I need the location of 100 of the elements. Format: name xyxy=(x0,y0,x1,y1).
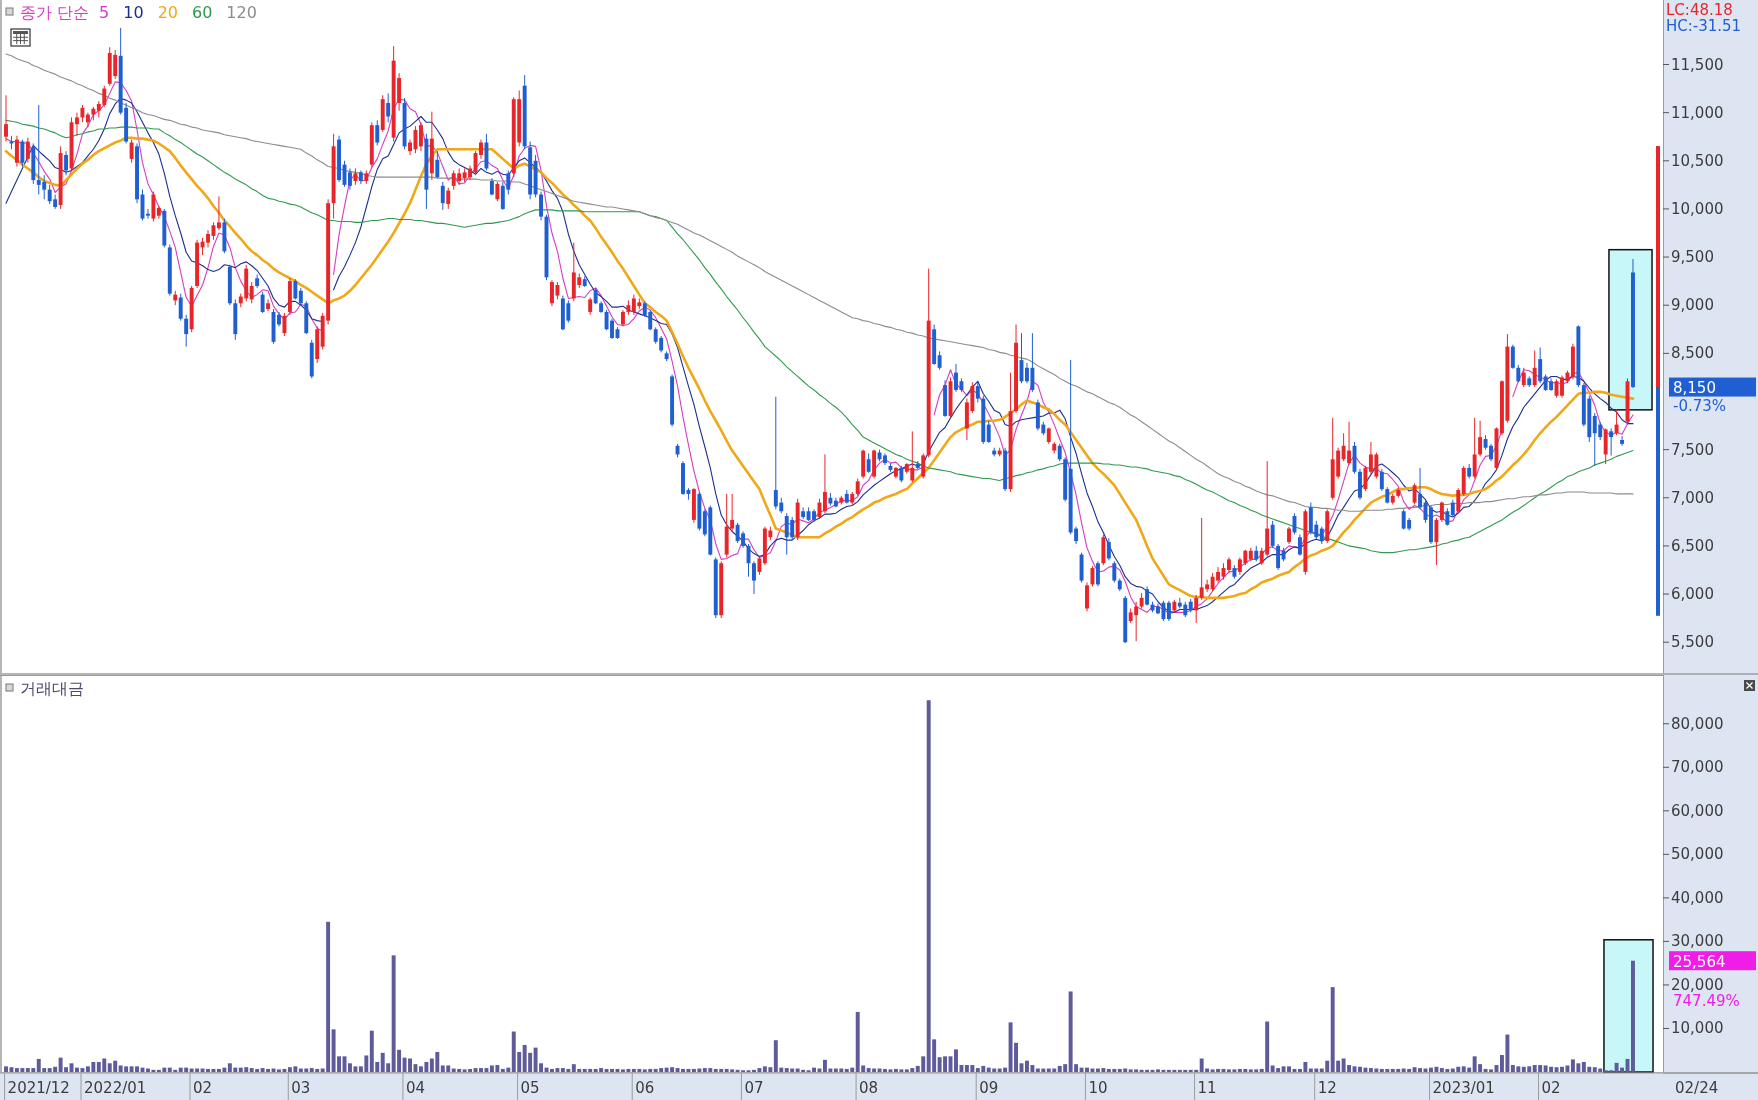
candlestick xyxy=(184,314,189,348)
y-tick-label: 10,000 xyxy=(1671,1019,1724,1038)
text: LC:48.18 xyxy=(1666,1,1733,19)
y-tick-label: 7,000 xyxy=(1671,488,1714,507)
candlestick xyxy=(937,350,942,371)
candlestick xyxy=(293,278,298,300)
x-tick-label: 10 xyxy=(1088,1078,1108,1097)
candlestick xyxy=(386,92,391,123)
candlestick xyxy=(495,181,500,202)
candlestick xyxy=(440,181,445,211)
candlestick xyxy=(249,281,254,304)
candlestick xyxy=(1434,517,1439,566)
x-tick-label: 03 xyxy=(291,1078,311,1097)
candlestick xyxy=(1439,501,1444,523)
x-tick-label: 2023/01 xyxy=(1432,1078,1495,1097)
y-tick-label: 70,000 xyxy=(1671,758,1724,777)
text: 10 xyxy=(123,2,144,22)
candlestick xyxy=(1538,347,1543,384)
candlestick xyxy=(1095,560,1100,587)
text: 60 xyxy=(192,2,213,22)
y-tick-label: 80,000 xyxy=(1671,714,1724,733)
y-tick-label: 8,500 xyxy=(1671,344,1714,363)
x-tick-label: 02 xyxy=(1541,1078,1561,1097)
x-tick-label: 12 xyxy=(1317,1078,1337,1097)
y-tick-label: 6,000 xyxy=(1671,585,1714,604)
candlestick xyxy=(1145,585,1150,607)
candlestick xyxy=(1412,482,1417,506)
y-tick-label: 11,500 xyxy=(1671,55,1724,74)
y-tick-label: 6,500 xyxy=(1671,536,1714,555)
candlestick xyxy=(129,139,134,164)
candlestick xyxy=(1510,344,1515,370)
candlestick xyxy=(25,137,30,164)
candlestick xyxy=(1478,420,1483,457)
candlestick xyxy=(75,112,79,137)
candlestick xyxy=(921,452,926,480)
candlestick xyxy=(1609,427,1614,456)
candlestick xyxy=(216,195,221,231)
x-tick-label: 08 xyxy=(859,1078,879,1097)
candlestick xyxy=(266,298,271,312)
x-tick-label: 09 xyxy=(979,1078,999,1097)
candlestick xyxy=(282,312,287,337)
text: 02/24 xyxy=(1675,1078,1719,1097)
x-tick-label: 2021/12 xyxy=(7,1078,70,1097)
y-tick-label: 10,000 xyxy=(1671,199,1724,218)
candlestick xyxy=(85,112,90,128)
text: HC:-31.51 xyxy=(1666,17,1742,35)
candlestick xyxy=(1620,435,1625,447)
candlestick xyxy=(1532,349,1537,388)
text: 8,150 xyxy=(1673,379,1716,398)
candlestick xyxy=(1276,543,1281,571)
x-tick-label: 04 xyxy=(405,1078,426,1097)
candlestick xyxy=(14,135,19,168)
x-tick-label: 02 xyxy=(193,1078,213,1097)
candlestick xyxy=(1112,560,1117,583)
candlestick xyxy=(1297,533,1302,557)
candlestick xyxy=(975,381,980,403)
bar xyxy=(1631,960,1635,1072)
candlestick xyxy=(1521,367,1526,388)
candlestick xyxy=(178,293,183,322)
candlestick xyxy=(1085,582,1089,612)
x-tick-label: 11 xyxy=(1197,1078,1217,1097)
y-tick-label: 60,000 xyxy=(1671,801,1724,820)
candlestick xyxy=(986,420,991,444)
x-tick-label: 2022/01 xyxy=(84,1078,147,1097)
legend-title: 종가 단순 xyxy=(20,2,90,22)
candlestick xyxy=(375,119,380,146)
x-tick-label: 05 xyxy=(520,1078,540,1097)
candlestick xyxy=(752,560,756,595)
candlestick xyxy=(348,167,352,191)
candlestick xyxy=(539,191,544,221)
candlestick xyxy=(64,150,69,176)
candlestick xyxy=(1166,600,1171,622)
text: 20 xyxy=(157,2,178,22)
candlestick xyxy=(1363,465,1368,492)
candlestick xyxy=(822,453,827,514)
y-tick-label: 9,000 xyxy=(1671,296,1714,315)
text: 120 xyxy=(226,2,257,22)
y-tick-label: 11,000 xyxy=(1671,103,1724,122)
y-tick-label: 20,000 xyxy=(1671,975,1724,994)
candlestick xyxy=(1106,537,1111,561)
candlestick xyxy=(260,291,265,314)
candlestick xyxy=(446,187,451,210)
candlestick xyxy=(479,139,483,160)
y-tick-label: 40,000 xyxy=(1671,888,1724,907)
x-tick-label: 07 xyxy=(744,1078,764,1097)
x-tick-label: 06 xyxy=(635,1078,655,1097)
candlestick xyxy=(4,94,8,143)
candlestick xyxy=(418,121,423,152)
candlestick xyxy=(1472,417,1477,480)
text: 5 xyxy=(99,2,110,22)
candlestick xyxy=(20,139,25,168)
y-tick-label: 7,500 xyxy=(1671,440,1714,459)
text: 747.49% xyxy=(1673,992,1740,1011)
candlestick xyxy=(1614,408,1619,436)
candlestick xyxy=(255,273,260,289)
text: -0.73% xyxy=(1673,396,1727,415)
y-tick-label: 9,500 xyxy=(1671,248,1714,267)
candlestick xyxy=(801,506,806,520)
candlestick xyxy=(1270,520,1275,549)
y-tick-label: 50,000 xyxy=(1671,845,1724,864)
